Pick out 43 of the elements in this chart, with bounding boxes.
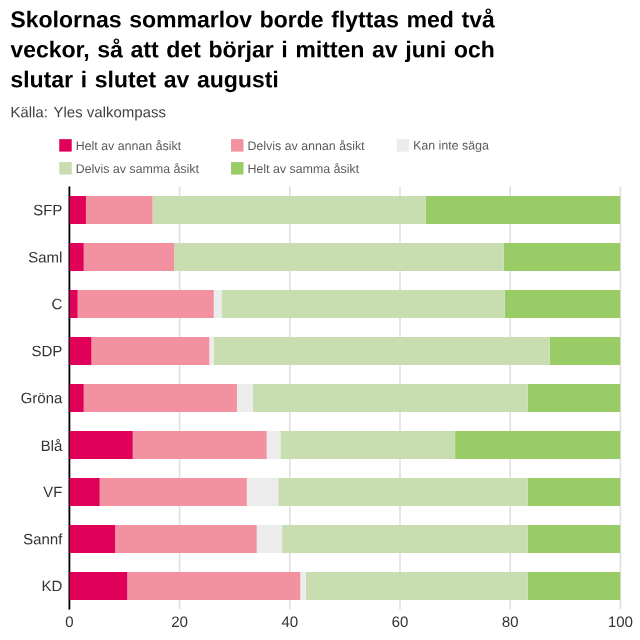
bar <box>69 290 78 319</box>
bar <box>69 384 84 413</box>
bar <box>425 196 621 225</box>
bar <box>69 571 128 600</box>
bar <box>115 524 257 553</box>
chart-title: Skolornas sommarlov borde flyttas med två veckor, så att det börjar i mitten av juni och slutar i slutet av augusti <box>10 8 495 93</box>
bar <box>127 571 301 600</box>
bar <box>455 430 621 459</box>
bar <box>152 196 426 225</box>
bar <box>503 243 621 272</box>
bar <box>266 430 281 459</box>
bar <box>549 337 621 366</box>
bar <box>83 384 237 413</box>
bar <box>69 337 92 366</box>
bar <box>527 477 621 506</box>
bar <box>300 571 306 600</box>
bar <box>280 430 456 459</box>
bar <box>69 196 86 225</box>
bar <box>77 290 214 319</box>
bar <box>282 524 528 553</box>
bar <box>256 524 283 553</box>
bar <box>252 384 528 413</box>
bar <box>85 196 153 225</box>
bar <box>213 290 222 319</box>
bar <box>236 384 253 413</box>
bar <box>527 384 621 413</box>
bar <box>527 524 621 553</box>
bar <box>83 243 175 272</box>
bar <box>527 571 621 600</box>
bar <box>99 477 247 506</box>
bar <box>246 477 279 506</box>
bar <box>504 290 621 319</box>
bar <box>278 477 528 506</box>
bar <box>213 337 550 366</box>
bar <box>69 524 116 553</box>
bar <box>91 337 210 366</box>
bar <box>305 571 528 600</box>
bar <box>69 477 100 506</box>
bar <box>132 430 267 459</box>
bar <box>69 430 133 459</box>
bar <box>174 243 504 272</box>
bar <box>69 243 84 272</box>
bar <box>221 290 505 319</box>
